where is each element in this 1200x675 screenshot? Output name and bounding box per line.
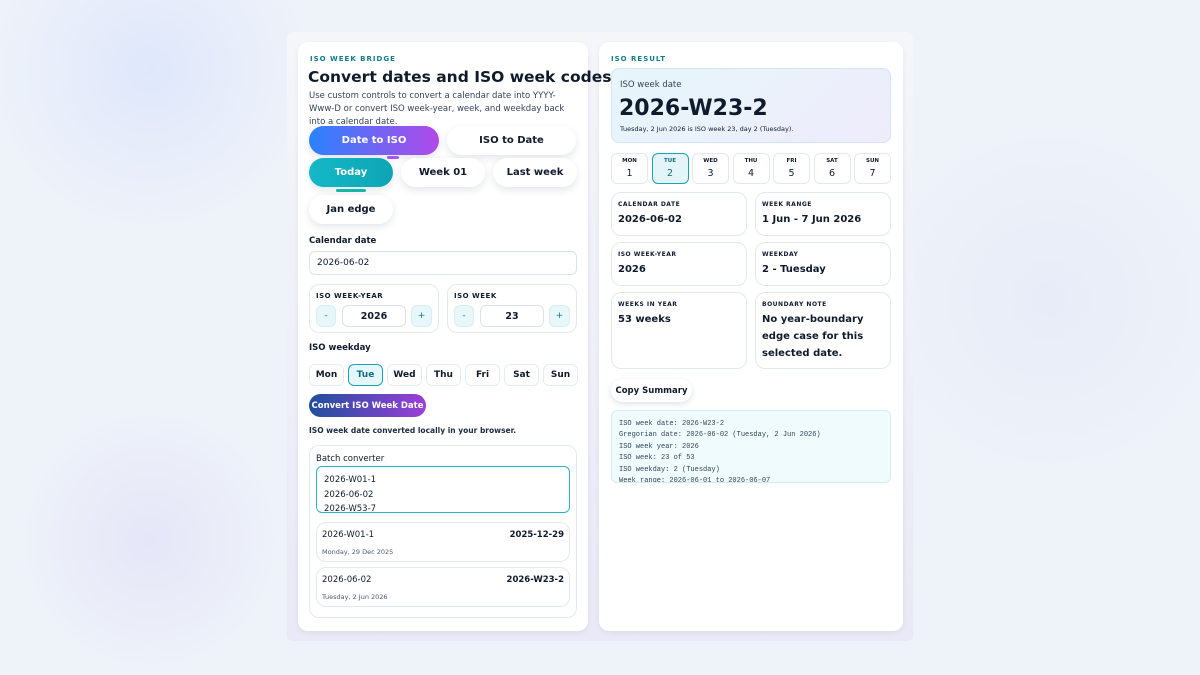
day-num: 2	[666, 167, 674, 179]
summary-box: ISO week date: 2026-W23-2 Gregorian date:…	[611, 410, 891, 483]
eyebrow: ISO WEEK BRIDGE	[310, 55, 396, 63]
batch-label: Batch converter	[316, 454, 385, 464]
field-label: ISO WEEK-YEAR	[316, 291, 384, 300]
day-num: 7	[869, 167, 876, 179]
stat-label: WEEK RANGE	[762, 200, 812, 208]
weekday-button[interactable]: Sat	[504, 364, 539, 386]
stat-card	[611, 192, 747, 236]
hero-label: ISO week date	[620, 80, 682, 90]
result-detail: Tuesday, 2 Jun 2026	[322, 593, 388, 601]
batch-input-line: 2026-W53-7	[324, 504, 377, 513]
day-chip[interactable]	[692, 153, 729, 184]
batch-result	[316, 522, 570, 562]
day-abbr: MON	[622, 158, 637, 164]
stat-label: ISO WEEK-YEAR	[618, 250, 677, 258]
description: Use custom controls to convert a calenda…	[309, 91, 565, 127]
day-abbr: TUE	[664, 158, 676, 164]
stat-value: 2026	[618, 264, 646, 275]
result-output: 2025-12-29	[509, 530, 564, 540]
weekday-button[interactable]: Thu	[426, 364, 461, 386]
stat-value: No year-boundary edge case for this sele…	[762, 314, 864, 359]
preset-button[interactable]: Week 01	[401, 158, 485, 187]
summary-line: ISO week year: 2026	[619, 442, 699, 451]
weekday-label: ISO weekday	[309, 343, 371, 353]
hero	[611, 68, 891, 143]
weekday-button[interactable]: Tue	[348, 364, 383, 386]
stepper-value[interactable]: 2026	[342, 305, 406, 327]
hero-value: 2026-W23-2	[619, 95, 768, 121]
stepper-value[interactable]: 23	[480, 305, 544, 327]
batch-input[interactable]: 2026-W01-1 2026-06-02 2026-W53-7	[316, 466, 570, 513]
weekday-button[interactable]: Wed	[387, 364, 422, 386]
preset-button[interactable]: Last week	[493, 158, 577, 187]
preset-indicator	[336, 189, 366, 192]
summary-line: Gregorian date: 2026-06-02 (Tuesday, 2 J…	[619, 431, 821, 439]
stat-label: WEEKDAY	[762, 250, 799, 258]
summary-line: ISO weekday: 2 (Tuesday)	[619, 465, 720, 474]
stat-card	[611, 292, 747, 369]
day-num: 4	[747, 167, 755, 179]
stat-label: CALENDAR DATE	[618, 200, 681, 208]
day-chip[interactable]	[611, 153, 648, 184]
stat-label: WEEKS IN YEAR	[618, 300, 678, 308]
eyebrow: ISO RESULT	[611, 55, 667, 63]
stat-value: 1 Jun - 7 Jun 2026	[762, 214, 862, 225]
stat-value: 2026-06-02	[618, 214, 682, 225]
day-num: 3	[707, 167, 714, 179]
batch-input-line: 2026-06-02	[324, 489, 374, 500]
day-abbr: FRI	[786, 158, 797, 164]
day-chip[interactable]	[773, 153, 810, 184]
day-num: 5	[788, 167, 795, 179]
field-label: ISO WEEK	[454, 291, 497, 300]
batch-input-line: 2026-W01-1	[324, 475, 377, 485]
stepper-minus[interactable]: -	[316, 305, 336, 327]
stat-value: 2 - Tuesday	[762, 264, 826, 275]
weekday-button[interactable]: Sun	[543, 364, 578, 386]
day-abbr: SUN	[865, 158, 880, 164]
title: Convert dates and ISO week codes	[308, 68, 612, 86]
day-chip[interactable]	[854, 153, 891, 184]
day-chip[interactable]	[732, 153, 770, 184]
mode-indicator	[387, 156, 399, 159]
mode-button[interactable]: Date to ISO	[309, 126, 439, 155]
day-abbr: WED	[703, 158, 718, 164]
day-abbr: THU	[744, 158, 758, 164]
day-num: 6	[828, 167, 836, 179]
summary-line: Week range: 2026-06-01 to 2026-06-07	[619, 477, 771, 483]
weekday-button[interactable]: Fri	[465, 364, 500, 386]
mode-button[interactable]: ISO to Date	[447, 126, 576, 155]
convert-button[interactable]: Convert ISO Week Date	[309, 394, 426, 417]
stat-card	[755, 192, 891, 236]
day-num: 1	[626, 167, 633, 179]
stat-value: 53 weeks	[618, 314, 671, 325]
stat-card	[755, 242, 891, 286]
day-chip[interactable]	[813, 153, 851, 184]
copy-button[interactable]: Copy Summary	[611, 379, 692, 402]
stat-card	[611, 242, 747, 286]
result-input: 2026-W01-1	[322, 530, 375, 540]
day-chip[interactable]	[651, 153, 689, 184]
result-output: 2026-W23-2	[506, 575, 564, 585]
hero-detail: Tuesday, 2 Jun 2026 is ISO week 23, day …	[620, 124, 794, 133]
status: ISO week date converted locally in your …	[309, 425, 517, 435]
stat-card	[755, 292, 891, 369]
batch-result	[316, 567, 570, 607]
preset-button[interactable]: Jan edge	[309, 195, 393, 224]
calendar-label: Calendar date	[309, 236, 377, 246]
stepper-plus[interactable]: +	[549, 305, 570, 327]
preset-button[interactable]: Today	[309, 158, 393, 187]
day-abbr: SAT	[826, 158, 838, 164]
result-detail: Monday, 29 Dec 2025	[322, 548, 394, 556]
result-input: 2026-06-02	[322, 575, 372, 585]
summary-line: ISO week: 23 of 53	[619, 454, 695, 462]
stat-label: BOUNDARY NOTE	[762, 300, 827, 308]
weekday-button[interactable]: Mon	[309, 364, 344, 386]
summary-line: ISO week date: 2026-W23-2	[619, 419, 725, 428]
stepper-plus[interactable]: +	[411, 305, 432, 327]
stepper-minus[interactable]: -	[454, 305, 474, 327]
calendar-input[interactable]: 2026-06-02	[309, 251, 577, 275]
